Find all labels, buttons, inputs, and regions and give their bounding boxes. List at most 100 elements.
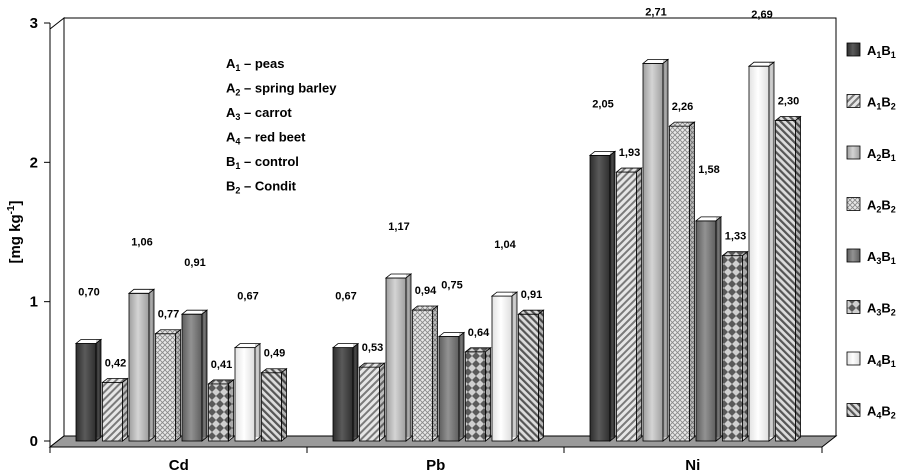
data-label: 0,91 [521, 289, 542, 301]
bar-front [261, 372, 282, 442]
bar-front [208, 383, 229, 442]
legend-item-A2B2: A2B2 [846, 197, 896, 215]
bar-side [122, 377, 128, 442]
bar-front [616, 171, 637, 442]
bar-front [642, 63, 664, 442]
bar-side [485, 346, 491, 442]
bar-front [181, 313, 203, 442]
treatment-annotation: A1 – peas A2 – spring barley A3 – carrot A4… [226, 56, 337, 196]
category-label-Cd: Cd [169, 457, 189, 474]
bar-side [458, 331, 465, 442]
legend-item-A3B2: A3B2 [846, 300, 896, 318]
category-label-Pb: Pb [426, 457, 445, 474]
data-labels-layer: 0,70 0,42 1,06 0,77 0,91 0,41 0,67 0,49 0,67 0,53… [78, 6, 799, 370]
annotation-line: B1 – control [226, 154, 299, 171]
legend-swatch [846, 145, 861, 160]
bar-front [589, 154, 611, 442]
data-label: 2,69 [751, 9, 772, 21]
bar-front [332, 347, 354, 442]
bar-A4B1-Cd [233, 342, 262, 442]
bar-side [379, 362, 385, 442]
y-tick-label: 3 [30, 15, 38, 32]
bar-side [511, 291, 518, 442]
bar-front [102, 382, 123, 442]
data-label: 0,42 [105, 357, 126, 369]
bar-side [254, 342, 261, 442]
data-label: 2,05 [592, 98, 613, 110]
bar-front [722, 255, 743, 442]
annotation-line: B2 – Condit [226, 179, 297, 196]
bar-side [662, 58, 669, 442]
data-label: 0,75 [441, 280, 462, 292]
data-label: 1,33 [725, 231, 746, 243]
bar-side [742, 250, 748, 442]
bar-A4B1-Ni [747, 61, 776, 442]
data-label: 0,70 [78, 286, 99, 298]
legend-swatch [846, 403, 861, 417]
bar-side [636, 167, 642, 442]
annotation-line: A1 – peas [226, 56, 285, 73]
data-label: 0,67 [237, 291, 258, 303]
data-label: 0,49 [264, 348, 285, 360]
y-tick-label: 0 [30, 433, 38, 450]
bar-A1B2-Ni [615, 167, 643, 442]
y-axis: 0 1 2 3 [30, 15, 51, 450]
bar-A3B1-Cd [180, 309, 209, 442]
bar-A4B2-Cd [260, 367, 288, 442]
bar-side [609, 150, 616, 442]
bar-side [352, 342, 359, 442]
y-tick-label: 1 [30, 294, 38, 311]
bar-front [75, 343, 97, 442]
bar-A2B1-Pb [384, 273, 413, 442]
data-label: 0,77 [158, 309, 179, 321]
bar-A2B1-Cd [127, 288, 156, 442]
bar-side [795, 115, 801, 442]
bar-A1B1-Cd [74, 338, 103, 442]
bar-front [695, 220, 717, 442]
bar-A3B1-Pb [437, 331, 466, 442]
bar-A4B2-Ni [774, 115, 802, 442]
legend-swatch [846, 351, 861, 366]
data-label: 2,26 [672, 101, 693, 113]
legend-label: A2B1 [867, 146, 896, 163]
bar-side [405, 273, 412, 442]
data-label: 0,67 [335, 291, 356, 303]
annotation-line: A3 – carrot [226, 105, 292, 122]
legend-label: A1B1 [867, 43, 896, 60]
data-label: 0,94 [415, 285, 437, 297]
data-label: 1,06 [131, 236, 152, 248]
bar-side [175, 328, 181, 442]
legend-swatch [846, 94, 861, 108]
y-tick-label: 2 [30, 154, 38, 171]
bar-front [465, 351, 486, 442]
bar-front [155, 333, 176, 442]
annotation-line: A2 – spring barley [226, 81, 337, 98]
bar-front [669, 125, 690, 442]
data-label: 1,93 [619, 147, 640, 159]
bar-A1B2-Pb [358, 362, 386, 442]
data-label: 0,91 [184, 257, 205, 269]
bar-front [518, 313, 539, 442]
data-label: 0,53 [362, 342, 383, 354]
bar-front [775, 120, 796, 442]
bar-front [385, 277, 407, 442]
legend-item-A1B2: A1B2 [846, 94, 896, 112]
legend-label: A4B2 [867, 404, 896, 421]
bar-A3B2-Cd [207, 379, 235, 442]
data-label: 0,64 [468, 327, 490, 339]
bar-A3B2-Pb [464, 346, 492, 442]
legend-label: A3B1 [867, 249, 896, 266]
legend-swatch [846, 42, 861, 57]
category-labels-layer: Cd Pb Ni [49, 447, 823, 474]
bar-front [412, 309, 433, 442]
bar-side [689, 121, 695, 442]
data-label: 1,17 [388, 221, 409, 233]
legend-label: A2B2 [867, 198, 896, 215]
bar-front [491, 295, 513, 442]
legend-item-A1B1: A1B1 [846, 42, 896, 60]
legend-swatch [846, 300, 861, 314]
legend: A1B1 A1B2 A2B1 A2B2 A3B1 A3B2 A4B1 A4B2 [846, 42, 896, 421]
legend-label: A3B2 [867, 301, 896, 318]
bar-side [768, 61, 775, 442]
legend-label: A4B1 [867, 352, 896, 369]
